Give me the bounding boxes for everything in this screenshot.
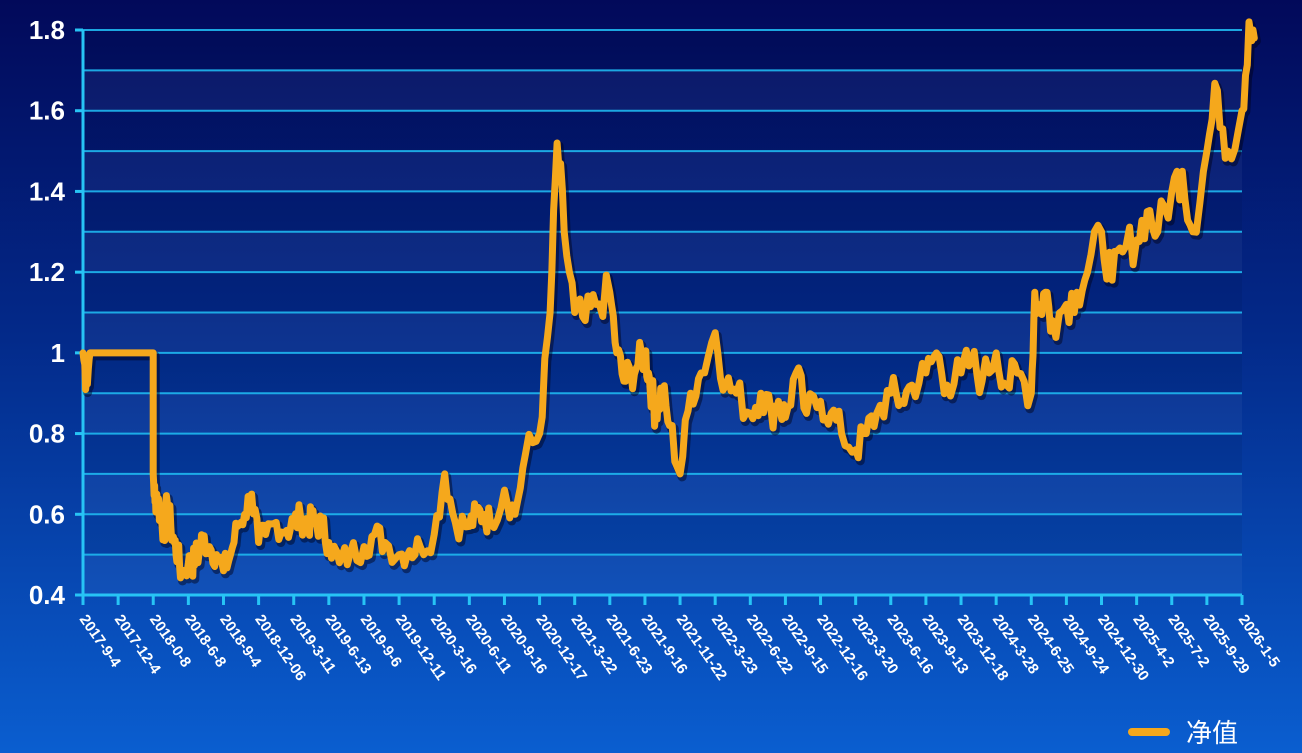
- plot-band: [83, 473, 1242, 515]
- y-tick-labels: 0.4 0.6 0.8 1 1.2 1.4 1.6 1.8: [29, 15, 66, 610]
- axes: [75, 28, 1244, 605]
- legend-label: 净值: [1186, 719, 1238, 749]
- plot-band: [83, 191, 1242, 232]
- plot-band: [83, 151, 1242, 192]
- plot-band: [83, 231, 1242, 273]
- y-tick-label: 1.4: [29, 176, 66, 206]
- legend: 净值: [1128, 719, 1238, 749]
- y-tick-label: 1.6: [29, 96, 65, 126]
- y-tick-label: 0.6: [29, 499, 65, 529]
- y-tick-label: 1: [51, 338, 65, 368]
- y-tick-label: 1.2: [29, 257, 65, 287]
- plot-band: [83, 70, 1242, 111]
- y-tick-label: 0.8: [29, 419, 65, 449]
- plot-bands: [83, 30, 1242, 595]
- x-tick-labels: 2017-9-42017-12-42018-0-82018-6-82018-9-…: [76, 612, 1283, 685]
- plot-band: [83, 554, 1242, 595]
- series-line: [79, 18, 1258, 582]
- plot-band: [83, 433, 1242, 474]
- y-tick-label: 0.4: [29, 580, 66, 610]
- series-layer: [79, 18, 1261, 586]
- plot-band: [83, 30, 1242, 71]
- plot-band: [83, 110, 1242, 152]
- y-tick-label: 1.8: [29, 15, 65, 45]
